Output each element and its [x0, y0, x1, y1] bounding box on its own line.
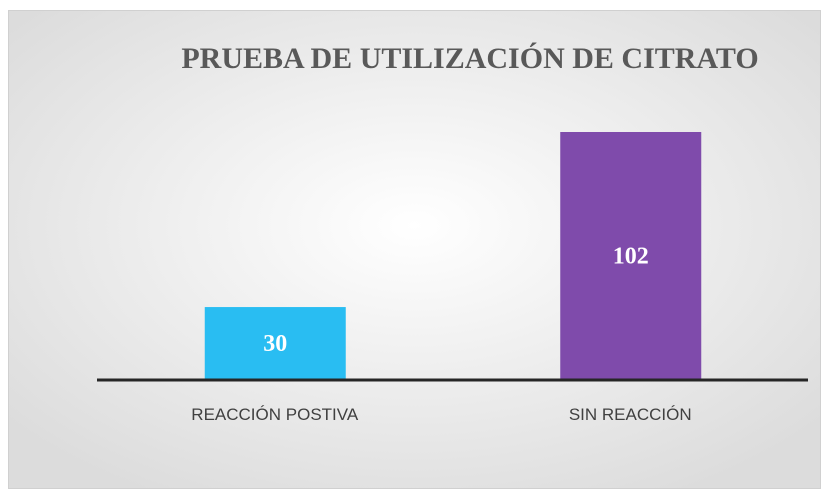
- data-label: 30: [263, 331, 287, 357]
- chart-title: PRUEBA DE UTILIZACIÓN DE CITRATO: [181, 42, 758, 75]
- data-label: 102: [613, 244, 649, 270]
- x-tick-label: SIN REACCIÓN: [569, 405, 692, 424]
- plot: 30 REACCIÓN POSTIVA 102 SIN REACCIÓN: [191, 132, 702, 424]
- bar: [560, 132, 702, 380]
- x-tick-label: REACCIÓN POSTIVA: [191, 405, 359, 424]
- bar: [204, 307, 346, 380]
